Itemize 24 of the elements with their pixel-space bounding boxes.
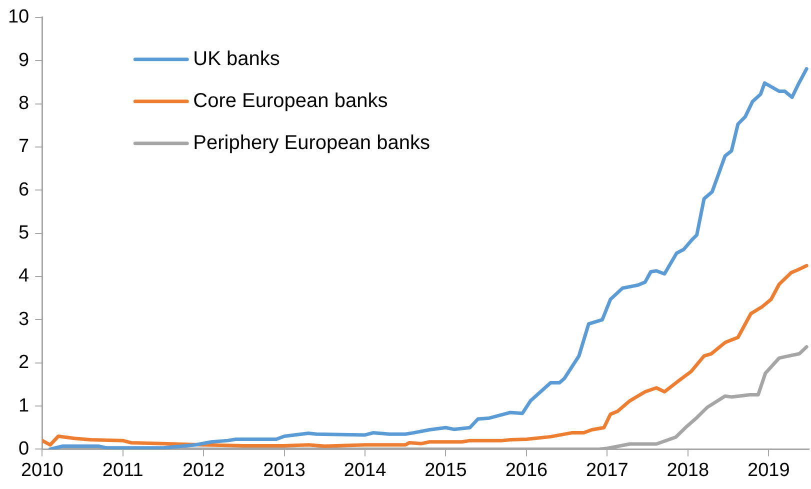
y-tick-label: 4 (18, 266, 30, 287)
x-tick-label: 2016 (505, 460, 548, 481)
y-tick-label: 0 (18, 438, 30, 460)
y-tick-label: 3 (18, 308, 30, 330)
y-tick-label: 2 (18, 352, 30, 374)
x-tick-label: 2011 (102, 460, 144, 481)
y-tick-label: 6 (18, 179, 30, 200)
legend-label: Core European banks (193, 90, 388, 112)
y-tick-label: 7 (18, 136, 30, 158)
y-tick-label: 8 (18, 92, 30, 114)
x-tick-label: 2012 (182, 460, 225, 481)
x-tick-label: 2017 (586, 460, 628, 481)
x-tick-label: 2015 (424, 460, 467, 481)
y-tick-label: 1 (18, 395, 30, 416)
y-tick-label: 5 (18, 222, 30, 244)
legend-label: UK banks (193, 48, 280, 70)
legend-label: Periphery European banks (193, 132, 430, 154)
x-tick-label: 2013 (263, 460, 306, 481)
x-tick-label: 2019 (748, 460, 790, 481)
x-tick-label: 2014 (344, 460, 387, 481)
y-tick-label: 9 (18, 50, 30, 71)
y-tick-label: 10 (8, 6, 30, 28)
x-tick-label: 2018 (666, 460, 710, 481)
x-tick-label: 2010 (20, 460, 64, 481)
